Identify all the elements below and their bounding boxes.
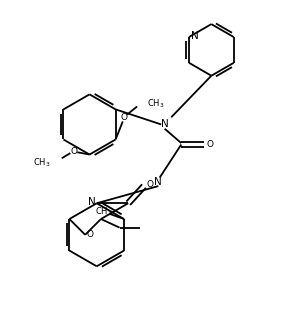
Text: O: O [207, 140, 214, 149]
Text: N: N [161, 120, 168, 129]
Text: N: N [192, 31, 199, 41]
Text: O: O [146, 180, 153, 189]
Text: CH$_3$: CH$_3$ [95, 206, 113, 218]
Text: CH$_3$: CH$_3$ [33, 156, 50, 169]
Text: O: O [87, 230, 94, 239]
Text: CH$_3$: CH$_3$ [147, 98, 164, 110]
Text: O: O [121, 114, 128, 123]
Text: O: O [70, 147, 77, 156]
Text: N: N [154, 177, 162, 187]
Text: N: N [88, 197, 95, 207]
